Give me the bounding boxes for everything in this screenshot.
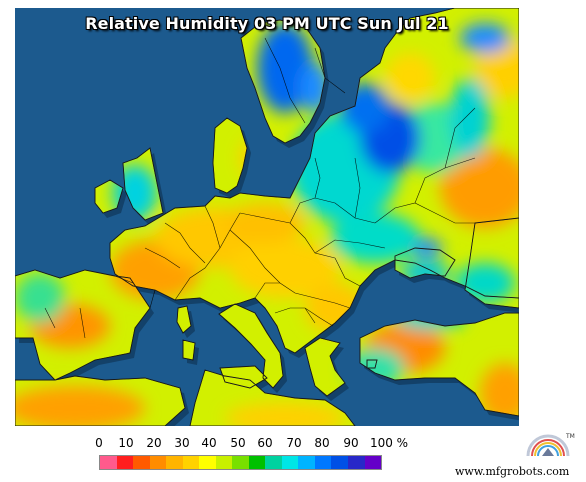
- legend-label: 50: [230, 436, 246, 450]
- legend-swatch: [182, 456, 200, 469]
- rainbow-logo-icon: TM: [526, 433, 575, 457]
- humidity-map: [15, 8, 519, 426]
- legend-swatch: [298, 456, 315, 469]
- legend-label: 20: [146, 436, 162, 450]
- legend-label: 60: [257, 436, 273, 450]
- legend-swatch: [100, 456, 117, 469]
- legend-label: 40: [201, 436, 217, 450]
- legend-swatch: [166, 456, 183, 469]
- legend-swatch: [149, 456, 167, 469]
- legend-label: 100 %: [369, 436, 409, 450]
- legend-swatch: [331, 456, 348, 469]
- legend-label: 90: [343, 436, 359, 450]
- legend-swatch: [314, 456, 332, 469]
- legend-label: 80: [314, 436, 330, 450]
- legend-swatch: [265, 456, 282, 469]
- legend-color-bar: [99, 455, 382, 470]
- legend-swatch: [248, 456, 266, 469]
- legend-labels: 0 10 20 30 40 50 60 70 80 90 100 %: [92, 436, 422, 450]
- legend-swatch: [364, 456, 382, 469]
- legend-swatch: [199, 456, 216, 469]
- site-credit: www.mfgrobots.com: [455, 465, 570, 478]
- map-title: Relative Humidity 03 PM UTC Sun Jul 21: [85, 14, 449, 33]
- legend-swatch: [281, 456, 299, 469]
- trademark-mark: TM: [565, 433, 575, 440]
- legend-swatch: [347, 456, 365, 469]
- legend-label: 70: [286, 436, 302, 450]
- legend-label: 30: [174, 436, 190, 450]
- legend-swatch: [232, 456, 249, 469]
- legend-label: 0: [95, 436, 103, 450]
- legend-swatch: [116, 456, 134, 469]
- legend-label: 10: [118, 436, 134, 450]
- legend-swatch: [133, 456, 150, 469]
- legend-swatch: [215, 456, 233, 469]
